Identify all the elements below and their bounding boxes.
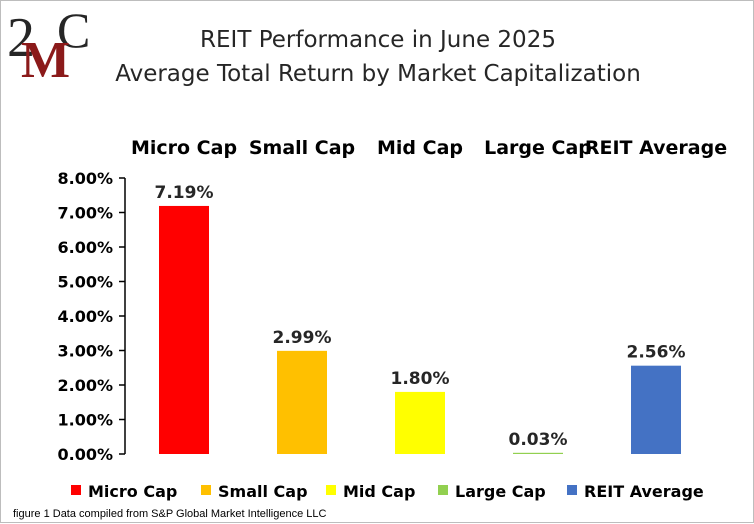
legend-swatch — [201, 485, 211, 495]
chart-title-line-2: Average Total Return by Market Capitaliz… — [115, 61, 641, 87]
data-label: 7.19% — [155, 183, 214, 203]
y-tick-label: 8.00% — [57, 169, 113, 188]
category-label: Micro Cap — [131, 137, 237, 159]
y-tick-label: 1.00% — [57, 411, 113, 430]
data-label: 2.99% — [273, 328, 332, 348]
legend-label: Small Cap — [218, 482, 308, 501]
logo-digit: 2 — [7, 7, 35, 69]
footnote: figure 1 Data compiled from S&P Global M… — [13, 508, 327, 520]
y-tick-label: 5.00% — [57, 273, 113, 292]
logo-letter-m: M — [21, 32, 70, 89]
data-label: 0.03% — [509, 430, 568, 450]
legend-swatch — [438, 485, 448, 495]
data-labels: 7.19% 2.99% 1.80% 0.03% 2.56% — [155, 183, 686, 450]
data-label: 2.56% — [627, 343, 686, 363]
y-tick-label: 6.00% — [57, 238, 113, 257]
legend-label: Mid Cap — [343, 482, 415, 501]
legend-label: Micro Cap — [88, 482, 177, 501]
y-tick-label: 7.00% — [57, 204, 113, 223]
legend: Micro Cap Small Cap Mid Cap Large Cap REIT A… — [71, 482, 704, 501]
legend-swatch — [326, 485, 336, 495]
category-label: Mid Cap — [377, 137, 463, 159]
y-tick-label: 0.00% — [57, 445, 113, 464]
data-label: 1.80% — [391, 369, 450, 389]
logo: 2 C M — [7, 2, 90, 89]
logo-letter-c: C — [57, 2, 90, 58]
legend-swatch — [567, 485, 577, 495]
legend-swatch — [71, 485, 81, 495]
legend-label: REIT Average — [584, 482, 704, 501]
bar — [631, 365, 681, 454]
y-tick-label: 3.00% — [57, 342, 113, 361]
category-label: REIT Average — [585, 137, 727, 159]
category-label: Large Cap — [484, 137, 592, 159]
bar — [513, 452, 563, 454]
chart-title-line-1: REIT Performance in June 2025 — [200, 27, 556, 53]
bars — [159, 205, 681, 454]
y-tick-label: 2.00% — [57, 376, 113, 395]
bar — [159, 205, 209, 454]
y-axis: 0.00% 1.00% 2.00% 3.00% 4.00% 5.00% 6.00% 7.00%… — [57, 169, 126, 464]
y-tick-label: 4.00% — [57, 307, 113, 326]
category-label: Small Cap — [249, 137, 355, 159]
bar — [277, 350, 327, 454]
legend-label: Large Cap — [455, 482, 546, 501]
bar — [395, 391, 445, 454]
